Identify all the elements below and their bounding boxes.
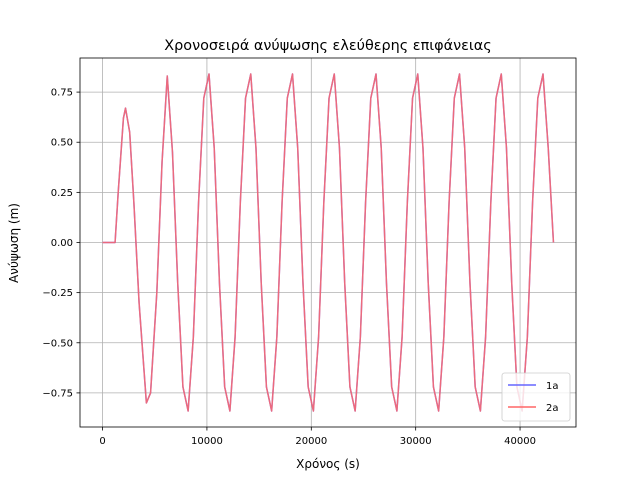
y-axis-label: Ανύψωση (m) [7, 203, 21, 283]
y-tick-label: 0.00 [51, 238, 73, 249]
x-tick-label: 30000 [400, 436, 432, 447]
chart-title: Χρονοσειρά ανύψωσης ελεύθερης επιφάνειας [164, 38, 491, 54]
y-tick-label: −0.75 [42, 388, 73, 399]
x-axis-label: Χρόνος (s) [296, 457, 360, 471]
legend-label-1a: 1a [546, 381, 559, 392]
legend-label-2a: 2a [546, 403, 559, 414]
x-tick-label: 20000 [295, 436, 327, 447]
x-tick-label: 40000 [504, 436, 536, 447]
legend: 1a 2a [501, 372, 571, 422]
series-line-2a [102, 73, 555, 412]
y-tick-label: −0.25 [42, 288, 73, 299]
y-tick-label: −0.50 [42, 338, 73, 349]
x-tick-label: 10000 [191, 436, 223, 447]
y-tick-label: 0.50 [51, 138, 73, 149]
series-lines [102, 73, 555, 412]
y-tick-label: 0.75 [51, 88, 73, 99]
x-axis-ticks: 0 10000 20000 30000 40000 [99, 427, 536, 447]
legend-box [501, 372, 571, 422]
x-tick-label: 0 [99, 436, 105, 447]
y-tick-label: 0.25 [51, 188, 73, 199]
y-axis-ticks: −0.75 −0.50 −0.25 0.00 0.25 0.50 0.75 [42, 88, 80, 399]
